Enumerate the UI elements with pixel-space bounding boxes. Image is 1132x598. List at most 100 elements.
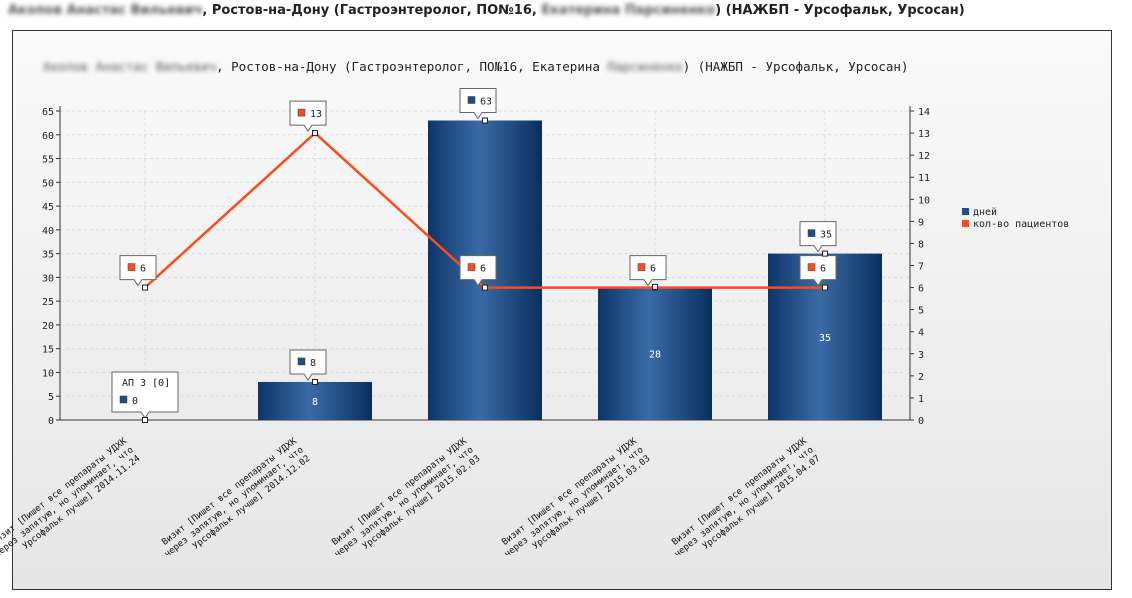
left-tick-label: 40 xyxy=(42,226,54,237)
left-tick-label: 0 xyxy=(48,416,54,427)
bar-inner-label: 8 xyxy=(312,397,318,408)
line-marker-icon xyxy=(467,263,476,271)
x-tick-label: Визит [Пишет все препараты УДХКчерез зап… xyxy=(0,436,143,568)
line-marker-icon xyxy=(637,263,646,271)
right-tick-label: 14 xyxy=(918,107,930,118)
left-tick-label: 50 xyxy=(42,178,54,189)
line-value: 6 xyxy=(480,264,486,275)
bar-inner-label: 28 xyxy=(649,349,661,360)
chart-title-mid: , Ростов-на-Дону (Гастроэнтеролог, ПО№16… xyxy=(216,59,608,74)
bar-point xyxy=(822,250,828,257)
line-point xyxy=(312,130,318,137)
line-marker-icon xyxy=(297,108,306,117)
left-tick-label: 25 xyxy=(42,297,54,308)
line-callout xyxy=(459,255,497,287)
left-tick-label: 60 xyxy=(42,131,54,142)
left-tick-label: 45 xyxy=(42,202,54,213)
bar-marker-icon xyxy=(467,96,476,104)
right-tick-label: 0 xyxy=(918,416,924,427)
blurred-name: Акопов Анастас Вильевич xyxy=(8,3,203,18)
right-tick-label: 7 xyxy=(918,262,924,273)
blurred-rep: Екатерина Парсиненко xyxy=(541,3,716,18)
x-tick-label-line: Визит [Пишет все препараты УДХК xyxy=(500,436,639,548)
x-tick-label-line: через запятую, но упоминает, что xyxy=(673,445,816,560)
chart-title-blurred-rep: Парсиненко xyxy=(607,59,683,74)
line-value: 6 xyxy=(650,264,656,275)
line-point xyxy=(822,284,828,291)
bar xyxy=(598,286,712,420)
line-marker-icon xyxy=(807,263,816,271)
legend-item: кол-во пациентов xyxy=(973,219,1069,230)
right-tick-label: 12 xyxy=(918,151,930,162)
bar-point xyxy=(312,378,318,385)
page-title: Акопов Анастас Вильевич, Ростов-на-Дону … xyxy=(8,3,965,18)
line-value: 6 xyxy=(820,264,826,275)
title-text-end: ) (НАЖБП - Урсофальк, Урсосан) xyxy=(715,3,965,18)
bar-point xyxy=(142,417,148,423)
bar-value: 35 xyxy=(820,230,832,241)
bar-marker-icon xyxy=(119,395,128,404)
x-tick-label-line: Визит [Пишет все препараты УДХК xyxy=(160,436,299,548)
left-tick-label: 10 xyxy=(42,368,54,379)
bar-value: 8 xyxy=(310,358,316,369)
bar-marker-icon xyxy=(297,357,306,366)
bar-marker-icon xyxy=(807,229,816,237)
x-tick-label: Визит [Пишет все препараты УДХКчерез зап… xyxy=(666,436,823,568)
x-tick-label-line: через запятую, но упоминает, что xyxy=(333,445,476,560)
x-tick-label-line: через запятую, но упоминает, что xyxy=(503,445,646,560)
line-callout xyxy=(289,100,327,132)
legend-swatch-icon xyxy=(962,220,969,227)
line-callout xyxy=(119,255,157,287)
legend-swatch-icon xyxy=(962,208,969,215)
bar-point xyxy=(482,117,488,124)
bar-callout xyxy=(289,349,327,381)
x-tick-label: Визит [Пишет все препараты УДХКчерез зап… xyxy=(326,436,483,568)
chart-title-blurred-name: Акопов Анастас Вильевич xyxy=(43,59,217,74)
left-tick-label: 5 xyxy=(48,392,54,403)
right-tick-label: 8 xyxy=(918,239,924,250)
right-tick-label: 13 xyxy=(918,129,930,140)
legend-item: дней xyxy=(973,206,997,218)
right-tick-label: 3 xyxy=(918,350,924,361)
line-callout xyxy=(799,255,837,287)
line-marker-icon xyxy=(127,263,136,271)
line-value: 6 xyxy=(140,264,146,275)
bar-value: 0 xyxy=(132,396,138,407)
chart-frame: Акопов Анастас Вильевич, Ростов-на-Дону … xyxy=(12,30,1112,590)
right-tick-label: 9 xyxy=(918,217,924,228)
x-tick-label: Визит [Пишет все препараты УДХКчерез зап… xyxy=(496,436,653,568)
bar-inner-label: 35 xyxy=(819,333,831,344)
x-tick-label: Визит [Пишет все препараты УДХКчерез зап… xyxy=(156,436,313,568)
line-point xyxy=(482,284,488,291)
right-tick-label: 4 xyxy=(918,328,924,339)
bar-callout xyxy=(111,371,179,419)
right-tick-label: 2 xyxy=(918,372,924,383)
x-tick-label-line: через запятую, но упоминает, что xyxy=(0,445,136,560)
chart-title-end: ) (НАЖБП - Урсофальк, Урсосан) xyxy=(682,59,909,74)
line-callout xyxy=(629,255,667,287)
chart-title: Акопов Анастас Вильевич, Ростов-на-Дону … xyxy=(43,59,908,74)
left-tick-label: 35 xyxy=(42,250,54,261)
bar-annotation: АП 3 [0] xyxy=(122,378,170,389)
line-value: 13 xyxy=(310,109,322,120)
bar-point xyxy=(652,283,658,290)
left-tick-label: 20 xyxy=(42,321,54,332)
x-tick-label-line: Визит [Пишет все препараты УДХК xyxy=(330,436,469,548)
right-tick-label: 10 xyxy=(918,195,930,206)
bar-callout xyxy=(799,221,837,253)
right-tick-label: 1 xyxy=(918,394,924,405)
right-tick-label: 5 xyxy=(918,306,924,317)
right-tick-label: 6 xyxy=(918,284,924,295)
line-point xyxy=(142,284,148,291)
bar-callout xyxy=(459,88,497,120)
bar xyxy=(768,253,882,420)
left-tick-label: 65 xyxy=(42,107,54,118)
left-tick-label: 55 xyxy=(42,155,54,166)
left-tick-label: 15 xyxy=(42,345,54,356)
title-text: , Ростов-на-Дону (Гастроэнтеролог, ПО№16… xyxy=(202,3,542,18)
x-tick-label-line: через запятую, но упоминает, что xyxy=(163,445,306,560)
left-tick-label: 30 xyxy=(42,273,54,284)
bar xyxy=(258,381,372,420)
right-tick-label: 11 xyxy=(918,173,930,184)
